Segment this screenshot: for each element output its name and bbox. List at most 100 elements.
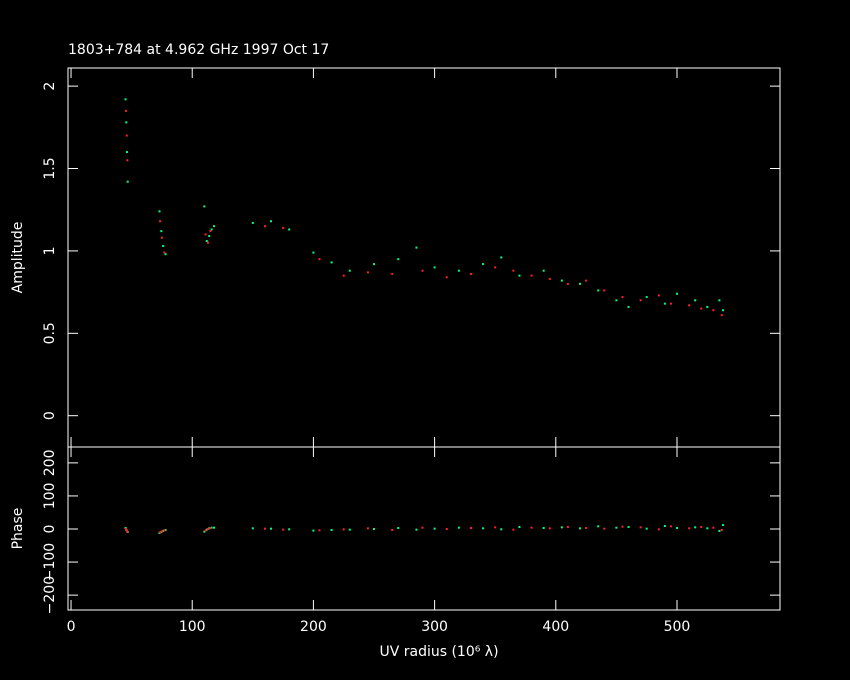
point bbox=[397, 258, 400, 261]
point bbox=[125, 121, 128, 124]
point bbox=[330, 528, 333, 531]
point bbox=[694, 299, 697, 302]
point bbox=[542, 527, 545, 530]
y-tick-label: 0.5 bbox=[42, 322, 58, 344]
point bbox=[162, 529, 165, 532]
point bbox=[615, 526, 618, 529]
point bbox=[312, 251, 315, 254]
y-tick-label: 100 bbox=[42, 483, 58, 510]
point bbox=[548, 277, 551, 280]
point bbox=[706, 305, 709, 308]
y-tick-label: −100 bbox=[42, 543, 58, 581]
point bbox=[579, 527, 582, 530]
point bbox=[282, 528, 285, 531]
point bbox=[500, 256, 503, 259]
point bbox=[204, 529, 207, 532]
point bbox=[530, 526, 533, 529]
point bbox=[566, 526, 569, 529]
y-tick-label: 2 bbox=[42, 82, 58, 91]
point bbox=[288, 228, 291, 231]
point bbox=[366, 271, 369, 274]
point bbox=[663, 525, 666, 528]
point bbox=[639, 299, 642, 302]
point bbox=[512, 269, 515, 272]
point bbox=[603, 289, 606, 292]
point bbox=[208, 235, 211, 238]
point bbox=[706, 527, 709, 530]
point bbox=[482, 527, 485, 530]
point bbox=[159, 531, 162, 534]
point bbox=[585, 527, 588, 530]
point bbox=[500, 528, 503, 531]
y-tick-label: 1 bbox=[42, 246, 58, 255]
point bbox=[720, 528, 723, 531]
point bbox=[518, 274, 521, 277]
point bbox=[669, 525, 672, 528]
point bbox=[312, 529, 315, 532]
point bbox=[688, 304, 691, 307]
y-tick-label: 0 bbox=[42, 525, 58, 534]
point bbox=[639, 526, 642, 529]
point bbox=[318, 529, 321, 532]
point bbox=[615, 299, 618, 302]
y-axis-label: Amplitude bbox=[10, 222, 26, 294]
point bbox=[124, 527, 127, 530]
point bbox=[718, 529, 721, 532]
point bbox=[126, 180, 129, 183]
point bbox=[421, 526, 424, 529]
point bbox=[669, 302, 672, 305]
point bbox=[330, 261, 333, 264]
point bbox=[318, 258, 321, 261]
point bbox=[621, 525, 624, 528]
point bbox=[675, 527, 678, 530]
point bbox=[160, 530, 163, 533]
point bbox=[373, 263, 376, 266]
point bbox=[210, 526, 213, 529]
point bbox=[342, 528, 345, 531]
point bbox=[159, 220, 162, 223]
point bbox=[203, 205, 206, 208]
point bbox=[126, 151, 129, 154]
point bbox=[208, 527, 211, 530]
point bbox=[269, 527, 272, 530]
point bbox=[251, 527, 254, 530]
point bbox=[210, 228, 213, 231]
point bbox=[720, 314, 723, 317]
point bbox=[663, 302, 666, 305]
point bbox=[251, 221, 254, 224]
point bbox=[288, 528, 291, 531]
point bbox=[126, 159, 129, 162]
point bbox=[469, 272, 472, 275]
point bbox=[205, 240, 208, 243]
point bbox=[712, 309, 715, 312]
point bbox=[542, 269, 545, 272]
point bbox=[597, 289, 600, 292]
frame bbox=[67, 67, 781, 448]
point bbox=[645, 527, 648, 530]
point bbox=[621, 296, 624, 299]
point bbox=[722, 524, 725, 527]
y-tick-label: 0 bbox=[42, 411, 58, 420]
x-axis-label: UV radius (10⁶ λ) bbox=[379, 644, 498, 660]
point bbox=[722, 309, 725, 312]
point bbox=[688, 527, 691, 530]
y-tick-label: −200 bbox=[42, 576, 58, 614]
x-tick-label: 500 bbox=[664, 619, 691, 635]
point bbox=[718, 299, 721, 302]
point bbox=[263, 225, 266, 228]
point bbox=[206, 527, 209, 530]
point bbox=[433, 527, 436, 530]
point bbox=[415, 528, 418, 531]
x-tick-label: 100 bbox=[179, 619, 206, 635]
point bbox=[700, 526, 703, 529]
point bbox=[342, 274, 345, 277]
point bbox=[373, 527, 376, 530]
point bbox=[530, 274, 533, 277]
point bbox=[694, 526, 697, 529]
point bbox=[712, 526, 715, 529]
point bbox=[160, 236, 163, 239]
point bbox=[560, 279, 563, 282]
x-tick-label: 200 bbox=[300, 619, 327, 635]
point bbox=[603, 527, 606, 530]
